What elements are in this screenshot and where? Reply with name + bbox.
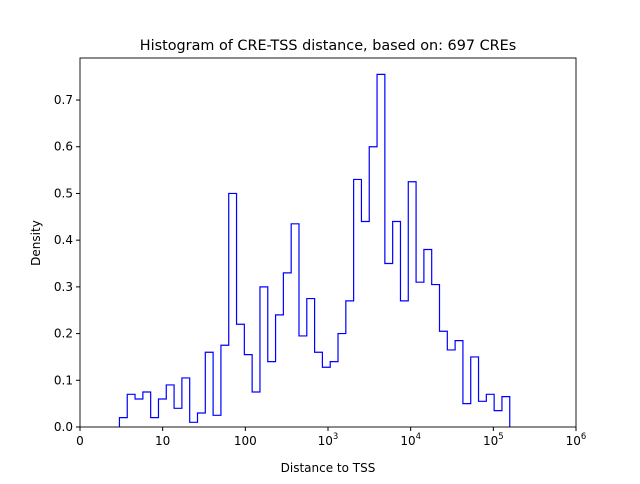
histogram-bin: [471, 357, 479, 427]
histogram-bin: [354, 179, 362, 427]
x-tick-label: 0: [76, 434, 84, 448]
histogram-bin: [260, 287, 268, 427]
histogram-bin: [307, 299, 315, 427]
histogram-bin: [393, 221, 401, 427]
x-tick-exponent: 5: [498, 432, 503, 442]
histogram-bin: [330, 362, 338, 427]
histogram-bin: [346, 301, 354, 427]
histogram-bin: [424, 250, 432, 427]
y-tick-label: 0.1: [54, 373, 73, 387]
histogram-step-line: [118, 73, 511, 427]
x-tick-label: 100: [234, 434, 257, 448]
chart-title: Histogram of CRE-TSS distance, based on:…: [140, 38, 516, 54]
histogram-bin: [439, 331, 447, 427]
x-tick-exponent: 3: [333, 432, 338, 442]
histogram-bin: [494, 411, 502, 427]
histogram-bin: [182, 378, 190, 427]
y-tick-label: 0.6: [54, 140, 73, 154]
histogram-bin: [299, 336, 307, 427]
histogram-bin: [198, 413, 206, 427]
y-tick-label: 0.5: [54, 186, 73, 200]
y-tick-label: 0.3: [54, 280, 73, 294]
x-tick-label: 105: [483, 432, 504, 448]
x-tick-label: 106: [566, 432, 587, 448]
histogram-bin: [119, 418, 127, 427]
y-tick-label: 0.2: [54, 327, 73, 341]
histogram-bin: [322, 367, 330, 427]
histogram-bin: [486, 394, 494, 427]
histogram-bin: [127, 394, 135, 427]
x-tick-label: 104: [400, 432, 421, 448]
histogram-bin: [252, 392, 260, 427]
histogram-bin: [416, 282, 424, 427]
histogram-bin: [377, 74, 385, 427]
x-axis-label: Distance to TSS: [281, 461, 376, 475]
x-tick-label: 10: [155, 434, 170, 448]
histogram-bin: [369, 147, 377, 427]
histogram-bin: [502, 397, 510, 427]
histogram-bin: [291, 224, 299, 427]
histogram-bin: [408, 182, 416, 427]
histogram-bin: [229, 193, 237, 427]
histogram-bin: [400, 301, 408, 427]
histogram-bin: [135, 399, 143, 427]
histogram-bin: [268, 362, 276, 427]
y-tick-label: 0.0: [54, 420, 73, 434]
histogram-bin: [283, 273, 291, 427]
x-tick-exponent: 4: [416, 432, 421, 442]
histogram-bin: [479, 401, 487, 427]
x-tick-exponent: 6: [581, 432, 586, 442]
x-tick-label: 103: [318, 432, 339, 448]
histogram-bin: [361, 221, 369, 427]
y-tick-label: 0.4: [54, 233, 73, 247]
histogram-bin: [151, 418, 159, 427]
histogram-bin: [276, 315, 284, 427]
histogram-bin: [158, 399, 166, 427]
histogram-bin: [385, 264, 393, 427]
histogram-bin: [190, 422, 198, 427]
histogram-bin: [338, 334, 346, 427]
y-axis-label: Density: [29, 220, 43, 266]
y-tick-label: 0.7: [54, 93, 73, 107]
histogram-bin: [221, 345, 229, 427]
histogram-bin: [315, 352, 323, 427]
histogram-bin: [174, 408, 182, 427]
histogram-bin: [166, 385, 174, 427]
histogram-bin: [213, 415, 221, 427]
histogram-bin: [244, 355, 252, 427]
histogram-bin: [463, 404, 471, 427]
histogram-bin: [447, 350, 455, 427]
histogram-bin: [455, 341, 463, 427]
histogram-bin: [237, 324, 245, 427]
histogram-bin: [143, 392, 151, 427]
histogram-bin: [432, 285, 440, 427]
plot-frame: [79, 57, 577, 428]
histogram-bin: [205, 352, 213, 427]
